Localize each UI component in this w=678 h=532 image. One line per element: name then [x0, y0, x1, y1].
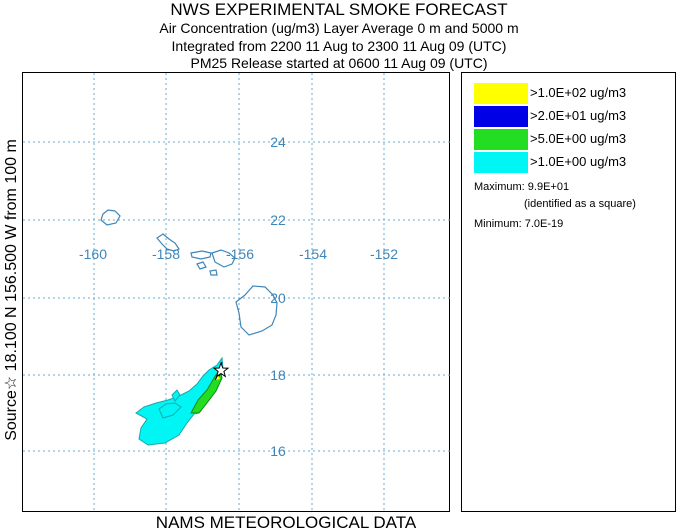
- lon-label: -156: [226, 246, 254, 262]
- minimum-value: Minimum: 7.0E-19: [474, 218, 564, 230]
- island-oahu: [156, 233, 180, 252]
- lat-label: 18: [270, 367, 286, 383]
- legend-swatch-cyan: [474, 152, 528, 173]
- maximum-note: (identified as a square): [524, 198, 636, 210]
- subtitle-integration: Integrated from 2200 11 Aug to 2300 11 A…: [171, 38, 507, 54]
- lat-label: 22: [270, 212, 286, 228]
- lat-label: 24: [270, 134, 286, 150]
- legend-label: >1.0E+00 ug/m3: [530, 154, 627, 169]
- island-lanai: [196, 261, 207, 270]
- legend-item: >1.0E+00 ug/m3: [474, 152, 674, 173]
- star-icon: [212, 361, 230, 378]
- legend-panel: >1.0E+02 ug/m3 >2.0E+01 ug/m3 >5.0E+00 u…: [461, 72, 676, 512]
- island-kahoolawe: [209, 269, 218, 276]
- legend-label: >2.0E+01 ug/m3: [530, 108, 627, 123]
- map-canvas: -160 -158 -156 -154 -152 24 22 20 18 16: [23, 73, 451, 513]
- legend-label: >5.0E+00 ug/m3: [530, 131, 627, 146]
- island-hawaii: [235, 285, 278, 336]
- lat-label: 20: [270, 290, 286, 306]
- island-molokai: [190, 250, 212, 260]
- lon-label: -158: [152, 246, 180, 262]
- island-kauai: [100, 209, 121, 226]
- coastlines: [100, 209, 278, 336]
- legend-item: >1.0E+02 ug/m3: [474, 83, 674, 104]
- legend-label: >1.0E+02 ug/m3: [530, 85, 627, 100]
- plume-contour-level-1: [216, 375, 220, 380]
- map-panel: -160 -158 -156 -154 -152 24 22 20 18 16: [22, 72, 451, 513]
- lon-label: -154: [299, 246, 327, 262]
- lat-label: 16: [270, 443, 286, 459]
- source-label: Source☆ 18.100 N 156.500 W from 100 m: [0, 70, 22, 510]
- plume-contour-level-4: [158, 402, 182, 419]
- lon-label: -160: [79, 246, 107, 262]
- subtitle-concentration: Air Concentration (ug/m3) Layer Average …: [159, 20, 519, 36]
- source-label-text: Source☆ 18.100 N 156.500 W from 100 m: [3, 139, 20, 441]
- legend-swatch-blue: [474, 106, 528, 127]
- legend-swatch-yellow: [474, 83, 528, 104]
- data-source-label: NAMS METEOROLOGICAL DATA: [155, 513, 417, 532]
- graticule: [23, 73, 451, 513]
- subtitle-release: PM25 Release started at 0600 11 Aug 09 (…: [190, 55, 488, 71]
- maximum-value: Maximum: 9.9E+01: [474, 181, 570, 193]
- map-title: NWS EXPERIMENTAL SMOKE FORECAST: [170, 0, 508, 19]
- legend-item: >2.0E+01 ug/m3: [474, 106, 674, 127]
- legend-swatch-green: [474, 129, 528, 150]
- smoke-plume: [135, 356, 224, 446]
- lon-label: -152: [370, 246, 398, 262]
- legend-item: >5.0E+00 ug/m3: [474, 129, 674, 150]
- island-maui: [211, 249, 236, 268]
- plume-contour-level-4: [171, 389, 181, 402]
- plume-contour-level-4: [135, 356, 224, 446]
